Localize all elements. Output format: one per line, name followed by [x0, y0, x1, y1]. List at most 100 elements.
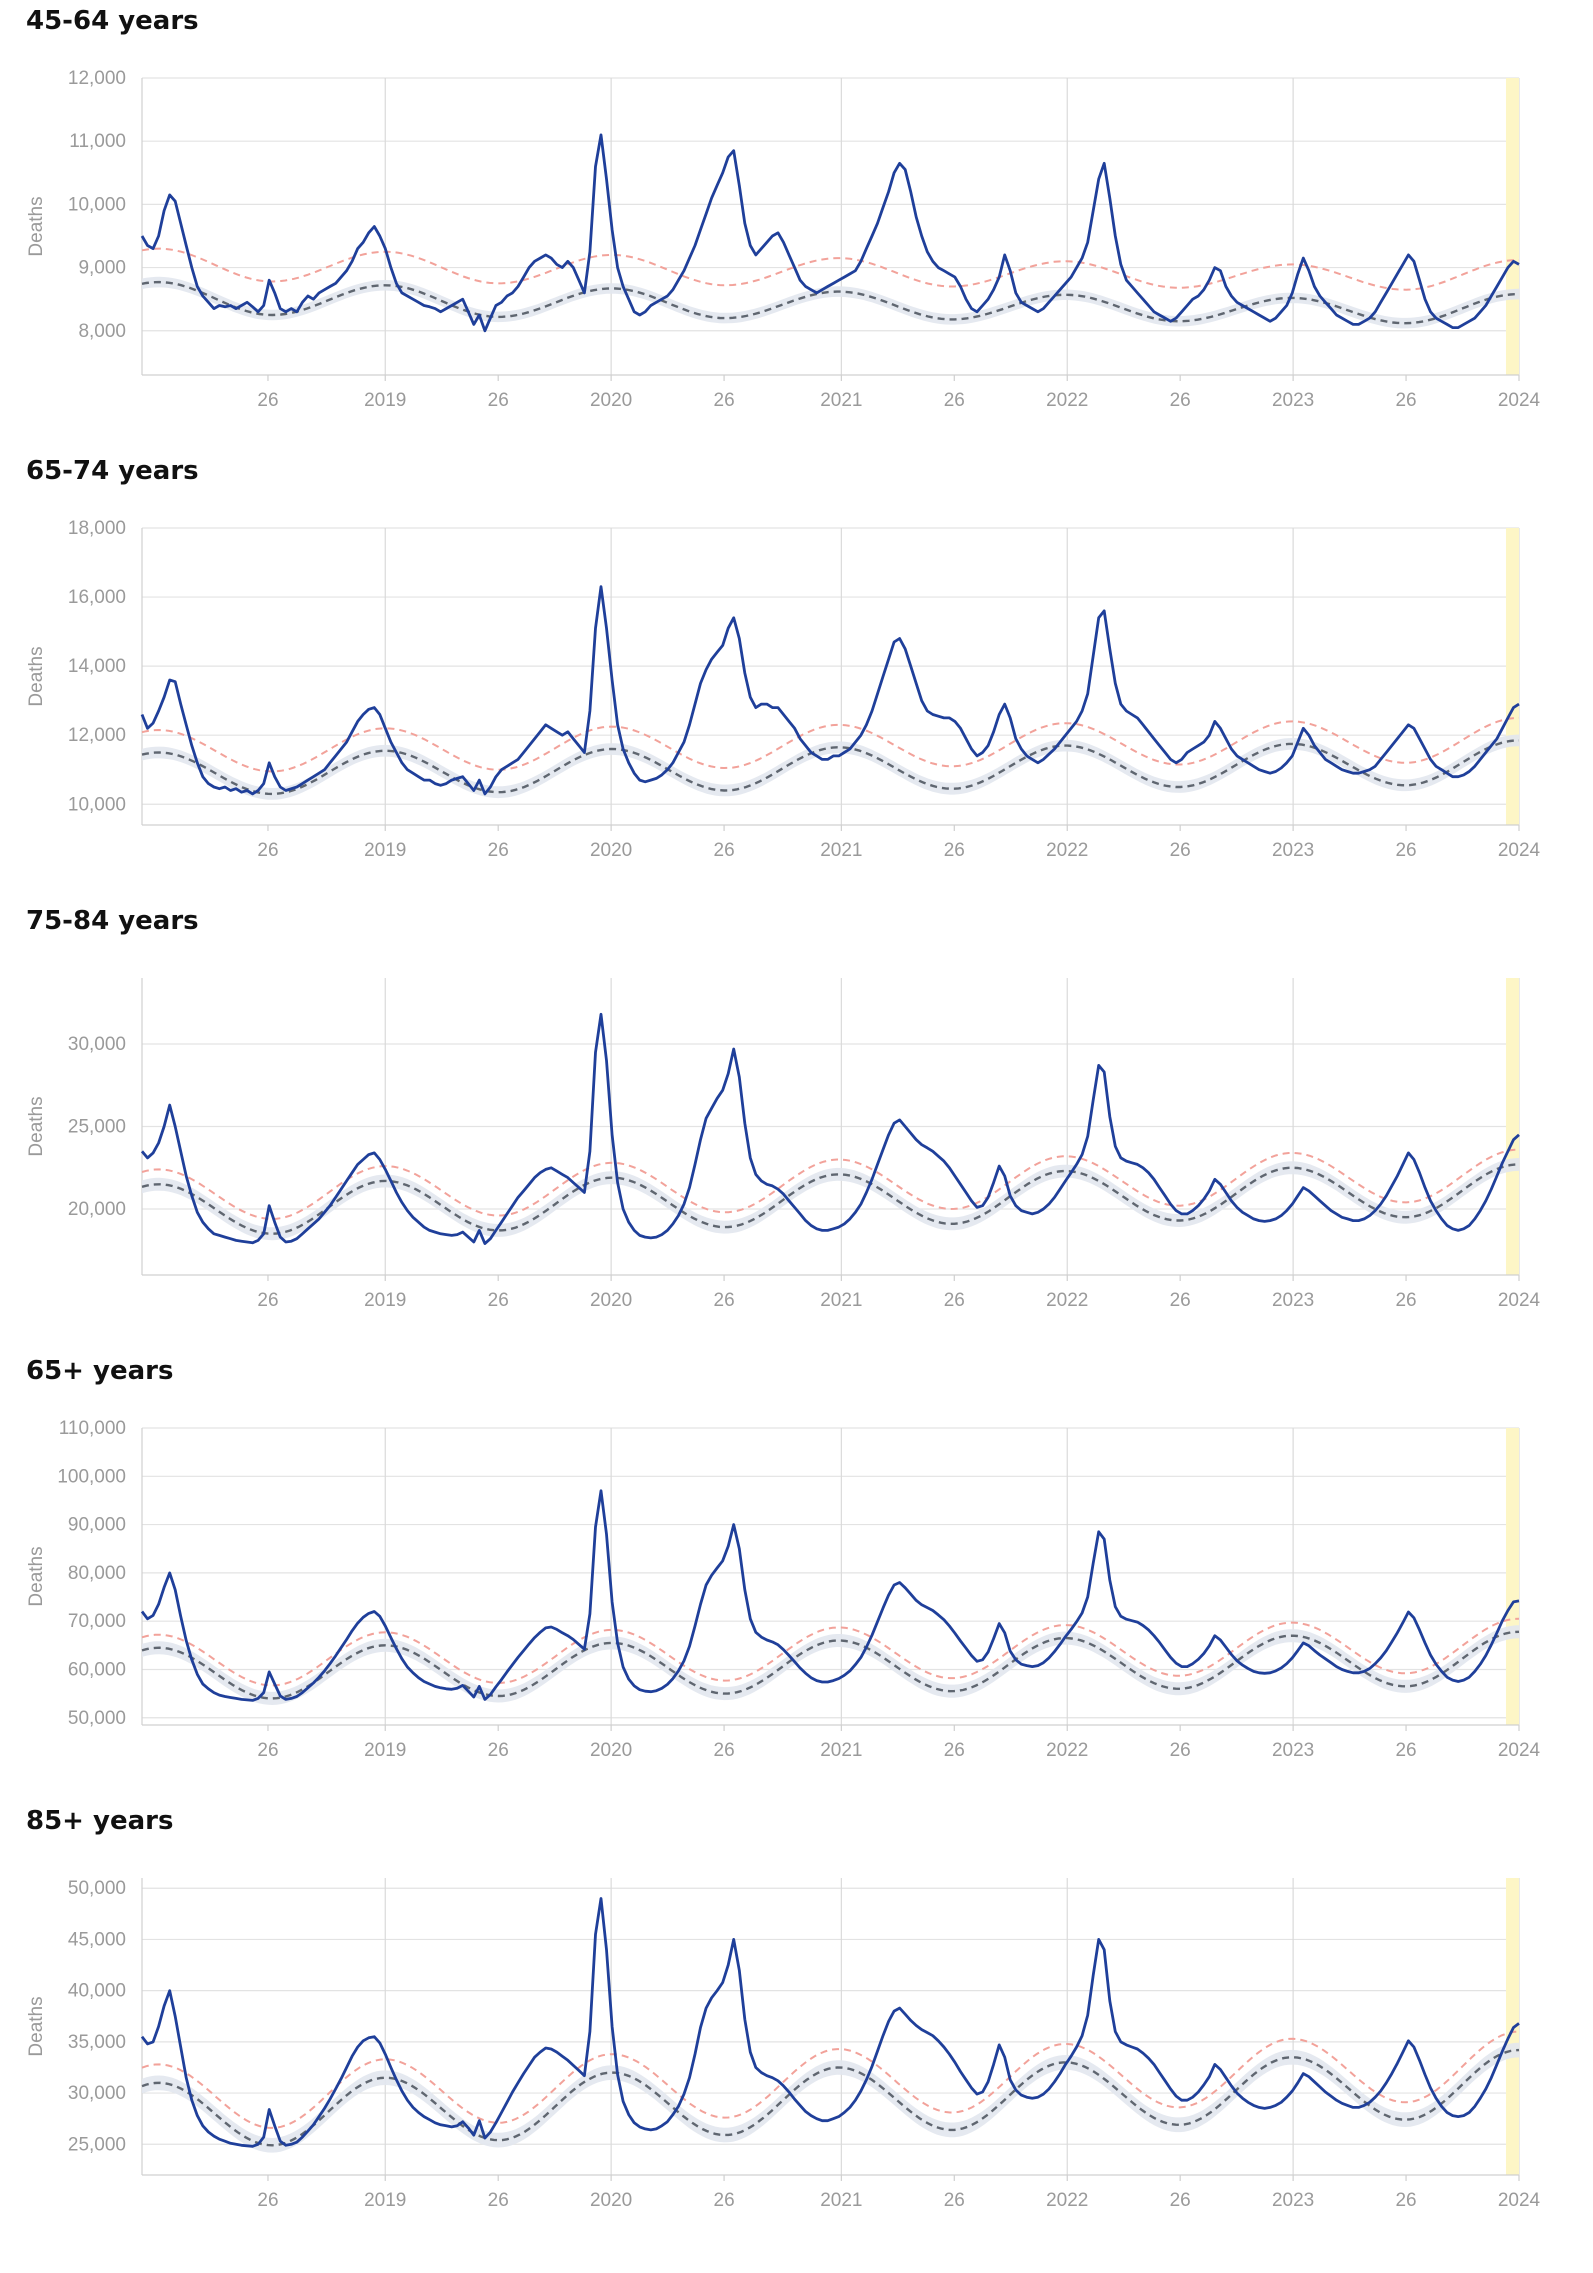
x-tick-label: 2022 [1046, 840, 1088, 861]
deaths-line [140, 133, 1520, 333]
x-tick-label: 26 [714, 840, 735, 861]
deaths-line [140, 1897, 1520, 2148]
current-week-highlight [1505, 978, 1519, 1275]
y-tick-label: 9,000 [78, 258, 126, 279]
y-tick-label: 10,000 [68, 794, 126, 815]
deaths-line [140, 585, 1520, 796]
x-tick-label: 2024 [1498, 1290, 1541, 1311]
x-tick-label: 2024 [1498, 1740, 1541, 1761]
y-tick-label: 40,000 [68, 1981, 126, 2002]
x-tick-label: 26 [1170, 840, 1191, 861]
y-tick-label: 110,000 [59, 1418, 126, 1439]
x-tick-label: 26 [488, 1740, 509, 1761]
chart-65-plus: 50,000 60,000 70,000 80,000 90,000 100,000 110… [26, 1418, 1541, 1761]
x-tick-label: 26 [1395, 840, 1416, 861]
expected-band [142, 2042, 1519, 2153]
chart-title: 45-64 years [26, 6, 199, 36]
x-tick-label: 2022 [1046, 390, 1088, 411]
x-tick-label: 2023 [1272, 2190, 1314, 2211]
x-tick-label: 2020 [590, 1290, 632, 1311]
x-tick-label: 2019 [364, 2190, 406, 2211]
expected-deaths-line [141, 1630, 1520, 1700]
y-axis-label: Deaths [26, 1546, 47, 1606]
x-tick-label: 2024 [1498, 2190, 1541, 2211]
y-tick-label: 14,000 [68, 656, 126, 677]
y-tick-label: 20,000 [68, 1199, 126, 1220]
y-tick-label: 45,000 [68, 1929, 126, 1950]
y-axis-label: Deaths [26, 646, 47, 706]
chart-65-74: 10,000 12,000 14,000 16,000 18,000 26 2019 26 20… [26, 518, 1541, 861]
upper-threshold-line [141, 716, 1520, 773]
x-tick-label: 2023 [1272, 1290, 1314, 1311]
x-tick-label: 26 [1395, 390, 1416, 411]
x-tick-label: 26 [1170, 1740, 1191, 1761]
y-tick-label: 30,000 [68, 1034, 126, 1055]
chart-title: 65+ years [26, 1356, 174, 1386]
panel-65-74: 65-74 years 10,000 12,000 14,000 16,000 18,0… [0, 450, 1593, 890]
chart-45-64: 8,000 9,000 10,000 11,000 12,000 26 2019 26 2020… [26, 68, 1541, 411]
x-tick-label: 2020 [590, 390, 632, 411]
x-tick-label: 26 [714, 390, 735, 411]
x-tick-label: 2023 [1272, 390, 1314, 411]
y-tick-label: 60,000 [68, 1659, 126, 1680]
x-tick-label: 26 [488, 1290, 509, 1311]
deaths-line [140, 1012, 1520, 1245]
expected-band [142, 734, 1519, 800]
x-tick-label: 2022 [1046, 1740, 1088, 1761]
y-tick-label: 12,000 [68, 68, 126, 89]
current-week-highlight [1505, 78, 1519, 375]
y-tick-label: 80,000 [68, 1563, 126, 1584]
panel-85-plus: 85+ years 25,000 30,000 35,000 40,000 45,000… [0, 1800, 1593, 2240]
x-tick-label: 2021 [820, 2190, 862, 2211]
y-tick-label: 50,000 [68, 1708, 126, 1729]
y-tick-label: 30,000 [68, 2083, 126, 2104]
expected-deaths-line [141, 1163, 1520, 1235]
x-tick-label: 26 [1170, 390, 1191, 411]
x-tick-label: 2022 [1046, 1290, 1088, 1311]
x-tick-label: 2024 [1498, 840, 1541, 861]
y-tick-label: 12,000 [68, 725, 126, 746]
current-week-highlight [1505, 528, 1519, 825]
chart-75-84: 20,000 25,000 30,000 26 2019 26 2020 26 2021 26 20… [26, 978, 1541, 1311]
panel-65-plus: 65+ years 50,000 60,000 70,000 80,000 90,000… [0, 1350, 1593, 1790]
y-tick-label: 35,000 [68, 2032, 126, 2053]
x-tick-label: 2021 [820, 840, 862, 861]
x-tick-label: 2019 [364, 1740, 406, 1761]
x-tick-label: 2019 [364, 840, 406, 861]
x-tick-label: 26 [714, 1740, 735, 1761]
x-tick-label: 2021 [820, 1290, 862, 1311]
x-tick-label: 26 [1395, 2190, 1416, 2211]
y-tick-label: 50,000 [68, 1878, 126, 1899]
expected-deaths-line [141, 2048, 1520, 2147]
x-tick-label: 26 [257, 390, 278, 411]
x-tick-label: 26 [1170, 1290, 1191, 1311]
x-tick-label: 26 [488, 2190, 509, 2211]
x-tick-label: 26 [944, 1740, 965, 1761]
y-tick-label: 100,000 [57, 1466, 126, 1487]
x-tick-label: 26 [488, 390, 509, 411]
x-tick-label: 26 [257, 840, 278, 861]
y-tick-label: 8,000 [78, 321, 126, 342]
x-tick-label: 2022 [1046, 2190, 1088, 2211]
current-week-highlight [1505, 1878, 1519, 2175]
y-tick-label: 11,000 [69, 131, 126, 152]
x-tick-label: 2019 [364, 1290, 406, 1311]
x-tick-label: 26 [257, 2190, 278, 2211]
panel-75-84: 75-84 years 20,000 25,000 30,000 26 2019 26 20… [0, 900, 1593, 1340]
expected-band [142, 276, 1519, 329]
expected-band [142, 1158, 1519, 1241]
x-tick-label: 26 [1170, 2190, 1191, 2211]
x-tick-label: 2023 [1272, 840, 1314, 861]
y-tick-label: 10,000 [68, 194, 126, 215]
y-tick-label: 18,000 [68, 518, 126, 539]
x-tick-label: 26 [714, 1290, 735, 1311]
x-tick-label: 26 [714, 2190, 735, 2211]
x-tick-label: 26 [1395, 1740, 1416, 1761]
upper-threshold-line [141, 1617, 1520, 1687]
deaths-line [140, 1489, 1520, 1702]
y-tick-label: 25,000 [68, 2134, 126, 2155]
x-tick-label: 2021 [820, 1740, 862, 1761]
x-tick-label: 2023 [1272, 1740, 1314, 1761]
x-tick-label: 26 [944, 840, 965, 861]
x-tick-label: 26 [944, 2190, 965, 2211]
